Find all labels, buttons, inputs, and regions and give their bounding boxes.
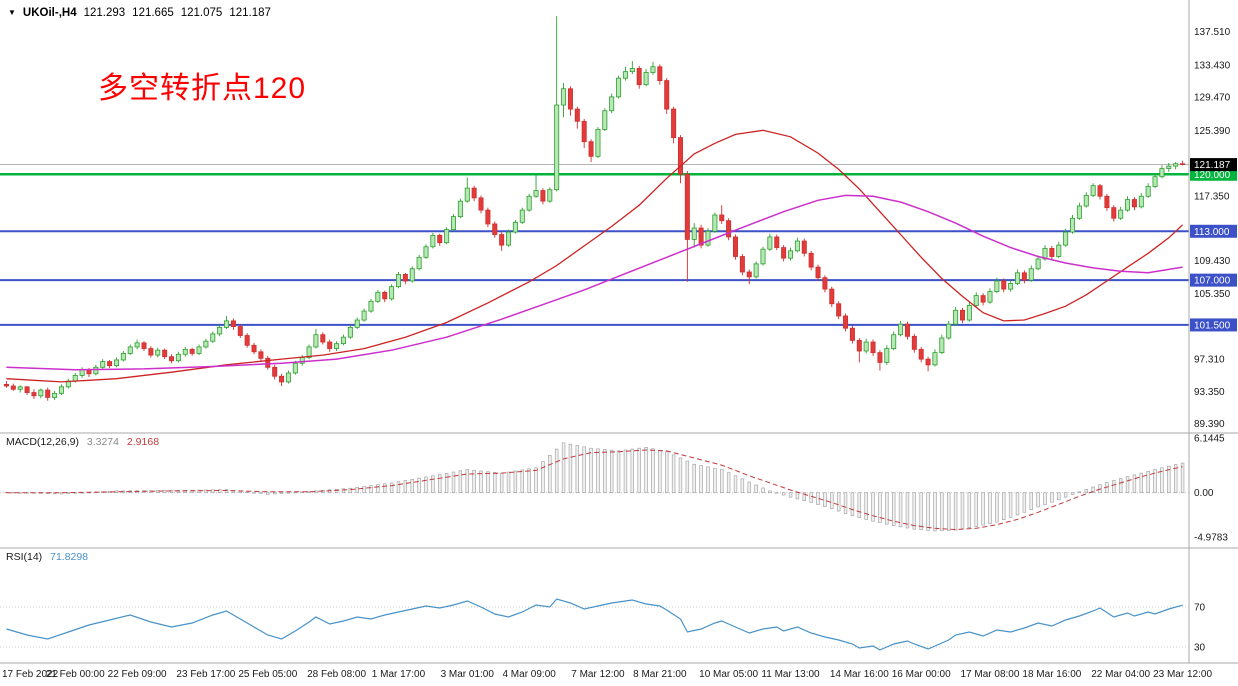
macd-histogram [4, 442, 1185, 532]
symbol-timeframe-label: UKOil-,H4 [22, 7, 77, 19]
svg-text:21 Feb 00:00: 21 Feb 00:00 [46, 669, 105, 680]
chart-ohlc-header: ▼ UKOil-,H4 121.293 121.665 121.075 121.… [8, 7, 271, 19]
svg-text:22 Feb 09:00: 22 Feb 09:00 [108, 669, 167, 680]
panel-separators [0, 432, 1238, 664]
svg-text:120.000: 120.000 [1194, 170, 1231, 181]
svg-text:70: 70 [1194, 603, 1206, 614]
macd-signal-value: 2.9168 [126, 436, 160, 448]
candles-layer [3, 16, 1186, 401]
price-axis-labels[interactable]: 137.510 133.430 129.470 125.390 117.350 109.4… [1194, 27, 1231, 430]
svg-text:17 Mar 08:00: 17 Mar 08:00 [961, 669, 1020, 680]
rsi-value: 71.8298 [50, 551, 89, 563]
rsi-indicator-name: RSI(14) [6, 551, 43, 563]
svg-text:107.000: 107.000 [1194, 276, 1231, 287]
svg-text:1 Mar 17:00: 1 Mar 17:00 [372, 669, 426, 680]
svg-text:10 Mar 05:00: 10 Mar 05:00 [699, 669, 758, 680]
svg-text:93.350: 93.350 [1194, 387, 1225, 398]
svg-text:30: 30 [1194, 643, 1206, 654]
svg-text:113.000: 113.000 [1194, 227, 1230, 238]
svg-text:-4.9783: -4.9783 [1194, 533, 1228, 544]
svg-text:6.1445: 6.1445 [1194, 434, 1225, 445]
svg-text:3 Mar 01:00: 3 Mar 01:00 [441, 669, 495, 680]
svg-text:14 Mar 16:00: 14 Mar 16:00 [830, 669, 889, 680]
svg-text:17 Feb 2022: 17 Feb 2022 [2, 669, 59, 680]
rsi-line [6, 598, 1183, 651]
svg-text:133.430: 133.430 [1194, 60, 1231, 71]
svg-text:18 Mar 16:00: 18 Mar 16:00 [1022, 669, 1081, 680]
macd-main-value: 3.3274 [86, 436, 119, 448]
ohlc-open-value: 121.293 [83, 7, 126, 19]
chart-annotation-text[interactable]: 多空转折点120 [98, 72, 307, 105]
macd-axis-labels[interactable]: 6.1445 0.00 -4.9783 [1194, 434, 1228, 544]
svg-text:23 Feb 17:00: 23 Feb 17:00 [176, 669, 235, 680]
macd-indicator-name: MACD(12,26,9) [6, 436, 79, 448]
svg-text:0.00: 0.00 [1194, 488, 1214, 499]
collapse-triangle-icon[interactable]: ▼ [8, 8, 16, 17]
svg-text:101.500: 101.500 [1194, 320, 1231, 331]
rsi-indicator-label: RSI(14) 71.8298 [6, 551, 93, 563]
svg-text:129.470: 129.470 [1194, 93, 1231, 104]
ma-red-line [6, 129, 1184, 383]
macd-signal-line [6, 449, 1183, 531]
svg-text:117.350: 117.350 [1194, 191, 1230, 202]
svg-text:25 Feb 05:00: 25 Feb 05:00 [238, 669, 297, 680]
svg-text:28 Feb 08:00: 28 Feb 08:00 [307, 669, 366, 680]
macd-indicator-label: MACD(12,26,9) 3.3274 2.9168 [6, 436, 164, 448]
svg-text:109.430: 109.430 [1194, 256, 1231, 267]
ohlc-high-value: 121.665 [132, 7, 174, 19]
svg-text:97.310: 97.310 [1194, 355, 1225, 366]
svg-text:7 Mar 12:00: 7 Mar 12:00 [571, 669, 625, 680]
svg-text:121.187: 121.187 [1194, 160, 1231, 171]
svg-text:105.350: 105.350 [1194, 289, 1231, 300]
price-axis-level-boxes[interactable]: 120.000 113.000 107.000 101.500 121.187 [1190, 158, 1237, 332]
svg-text:125.390: 125.390 [1194, 126, 1231, 137]
horizontal-level-lines[interactable] [0, 172, 1189, 326]
svg-text:89.390: 89.390 [1194, 419, 1225, 430]
ohlc-close-value: 121.187 [229, 7, 271, 19]
svg-text:4 Mar 09:00: 4 Mar 09:00 [502, 669, 556, 680]
svg-text:23 Mar 12:00: 23 Mar 12:00 [1153, 669, 1212, 680]
svg-text:11 Mar 13:00: 11 Mar 13:00 [761, 669, 820, 680]
svg-text:22 Mar 04:00: 22 Mar 04:00 [1091, 669, 1150, 680]
svg-text:8 Mar 21:00: 8 Mar 21:00 [633, 669, 687, 680]
svg-text:16 Mar 00:00: 16 Mar 00:00 [892, 669, 951, 680]
ma-magenta-line [6, 194, 1183, 371]
svg-text:137.510: 137.510 [1194, 27, 1231, 38]
ohlc-low-value: 121.075 [180, 7, 223, 19]
